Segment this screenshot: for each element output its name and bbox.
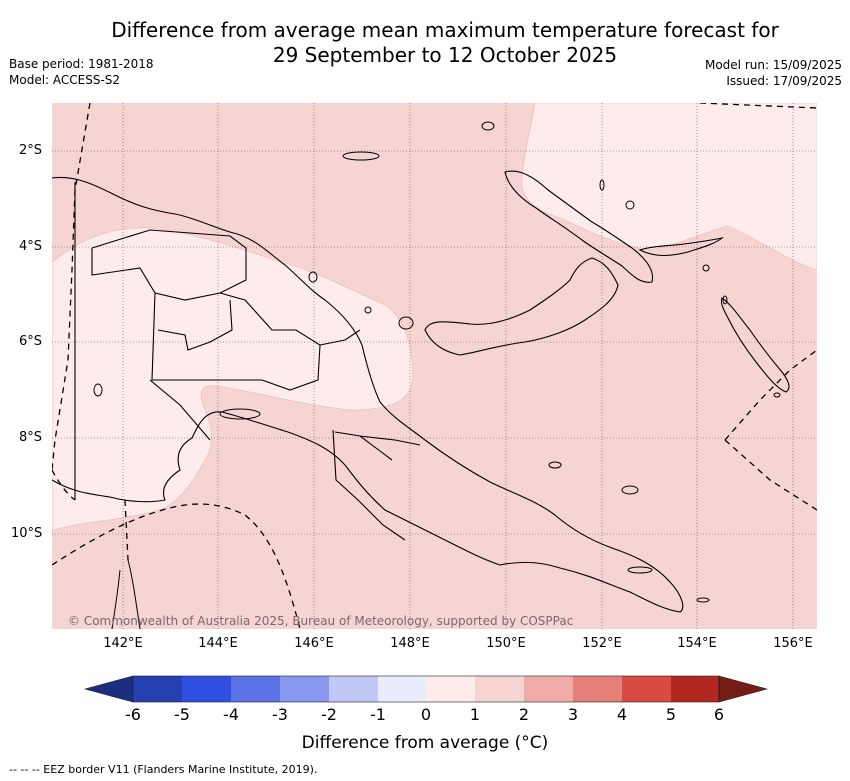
anomaly-region-0-to-1-northeast [521, 103, 817, 271]
lon-label-152e: 152°E [582, 636, 622, 651]
copyright-notice: © Commonwealth of Australia 2025, Bureau… [68, 614, 574, 628]
colorbar-label: -4 [223, 705, 239, 724]
colorbar-label: -2 [321, 705, 337, 724]
colorbar-extend-low [83, 675, 134, 703]
meta-right: Model run: 15/09/2025 Issued: 17/09/2025 [705, 57, 842, 89]
eez-borders [52, 103, 817, 629]
colorbar-cell-neg3-neg2 [280, 676, 329, 702]
colorbar-cell-neg5-neg4 [182, 676, 231, 702]
colorbar-cell-neg4-neg3 [231, 676, 280, 702]
colorbar-label: -6 [125, 705, 141, 724]
colorbar-label: 5 [665, 705, 677, 724]
model-run: Model run: 15/09/2025 [704, 58, 842, 72]
colorbar-label: 4 [616, 705, 628, 724]
meta-left: Base period: 1981-2018 Model: ACCESS-S2 [9, 56, 154, 88]
lon-label-154e: 154°E [677, 636, 717, 651]
colorbar-cell-neg6-neg5 [133, 676, 182, 702]
colorbar-cell-neg1-0 [378, 676, 426, 702]
lat-label-10s: 10°S [11, 526, 43, 541]
lon-label-150e: 150°E [486, 636, 526, 651]
lon-label-142e: 142°E [103, 636, 143, 651]
coastline-cape-york [111, 559, 141, 629]
lon-label-156e: 156°E [773, 636, 813, 651]
colorbar [83, 675, 769, 703]
colorbar-label: 1 [469, 705, 481, 724]
colorbar-label: 6 [713, 705, 725, 724]
colorbar-cell-1-2 [475, 676, 524, 702]
colorbar-label: 3 [567, 705, 579, 724]
colorbar-cell-0-1 [426, 676, 475, 702]
lat-label-2s: 2°S [19, 143, 43, 158]
lat-label-8s: 8°S [19, 430, 43, 445]
title-line-1: Difference from average mean maximum tem… [111, 18, 779, 42]
eez-legend-footer: -- -- -- EEZ border V11 (Flanders Marine… [9, 763, 318, 776]
colorbar-label: -3 [272, 705, 288, 724]
colorbar-label: -1 [370, 705, 386, 724]
colorbar-label: -5 [174, 705, 190, 724]
colorbar-title: Difference from average (°C) [301, 733, 549, 753]
colorbar-cell-4-5 [622, 676, 671, 702]
colorbar-label: 0 [420, 705, 432, 724]
province-boundaries [74, 182, 421, 541]
graticule [52, 103, 817, 629]
colorbar-cell-2-3 [524, 676, 573, 702]
lat-label-6s: 6°S [19, 334, 43, 349]
islands [93, 121, 781, 603]
base-period: Base period: 1981-2018 [9, 57, 154, 71]
issued-date: Issued: 17/09/2025 [726, 74, 842, 88]
lon-label-144e: 144°E [198, 636, 238, 651]
coastline-new-guinea [52, 170, 790, 613]
colorbar-label: 2 [518, 705, 530, 724]
lon-label-146e: 146°E [294, 636, 334, 651]
colorbar-extend-high [718, 675, 769, 703]
lon-label-148e: 148°E [390, 636, 430, 651]
colorbar-cell-neg2-neg1 [329, 676, 378, 702]
colorbar-cell-3-4 [573, 676, 622, 702]
map-title: Difference from average mean maximum tem… [60, 18, 830, 68]
anomaly-region-0-to-1-west [52, 227, 414, 531]
title-line-2: 29 September to 12 October 2025 [272, 43, 618, 67]
lat-label-4s: 4°S [19, 239, 43, 254]
colorbar-cell-5-6 [671, 676, 719, 702]
model-name: Model: ACCESS-S2 [9, 73, 121, 87]
